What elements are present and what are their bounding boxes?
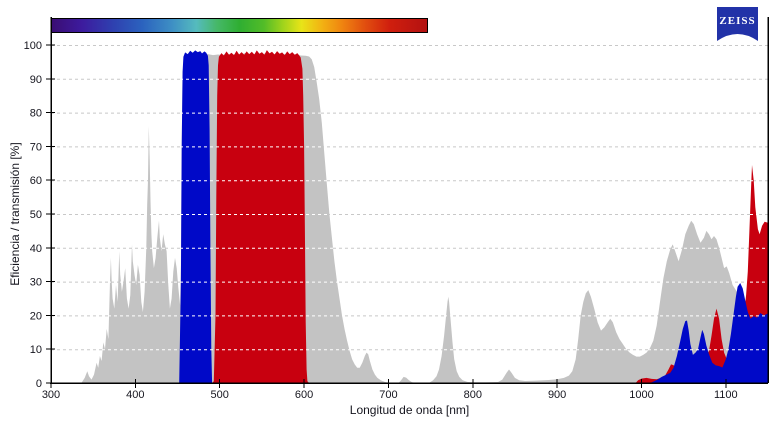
y-tick-labels: 0 10 20 30 40 50 60 70 80 90 100	[24, 40, 42, 390]
svg-text:0: 0	[36, 378, 42, 390]
zeiss-logo-lens-curve	[717, 34, 758, 41]
tick-marks	[46, 44, 727, 388]
svg-text:40: 40	[30, 243, 42, 255]
svg-text:800: 800	[464, 389, 482, 401]
area-efficiency-red	[51, 50, 768, 383]
svg-text:600: 600	[295, 389, 313, 401]
zeiss-logo-text: ZEISS	[719, 15, 755, 27]
svg-text:500: 500	[211, 389, 229, 401]
axes	[50, 17, 769, 384]
svg-text:20: 20	[30, 310, 42, 322]
svg-text:60: 60	[30, 175, 42, 187]
svg-text:10: 10	[30, 344, 42, 356]
svg-text:900: 900	[548, 389, 566, 401]
y-axis-title: Eficiencia / transmisión [%]	[8, 142, 22, 286]
svg-text:700: 700	[379, 389, 397, 401]
svg-text:300: 300	[42, 389, 60, 401]
gridlines-over	[51, 45, 768, 351]
svg-text:70: 70	[30, 141, 42, 153]
svg-text:1000: 1000	[629, 389, 653, 401]
area-efficiency-blue	[51, 50, 768, 383]
zeiss-logo: ZEISS	[717, 7, 758, 41]
svg-text:90: 90	[30, 74, 42, 86]
x-axis-title: Longitud de onda [nm]	[349, 403, 470, 417]
series-areas	[51, 50, 768, 383]
svg-text:400: 400	[126, 389, 144, 401]
svg-text:100: 100	[24, 40, 42, 52]
svg-text:80: 80	[30, 108, 42, 120]
x-tick-labels: 300 400 500 600 700 800 900 1000 1100	[42, 389, 738, 401]
area-transmission-gray	[51, 52, 768, 383]
visible-spectrum-colorbar	[51, 18, 428, 33]
svg-text:50: 50	[30, 209, 42, 221]
svg-text:30: 30	[30, 277, 42, 289]
svg-text:1100: 1100	[714, 389, 738, 401]
